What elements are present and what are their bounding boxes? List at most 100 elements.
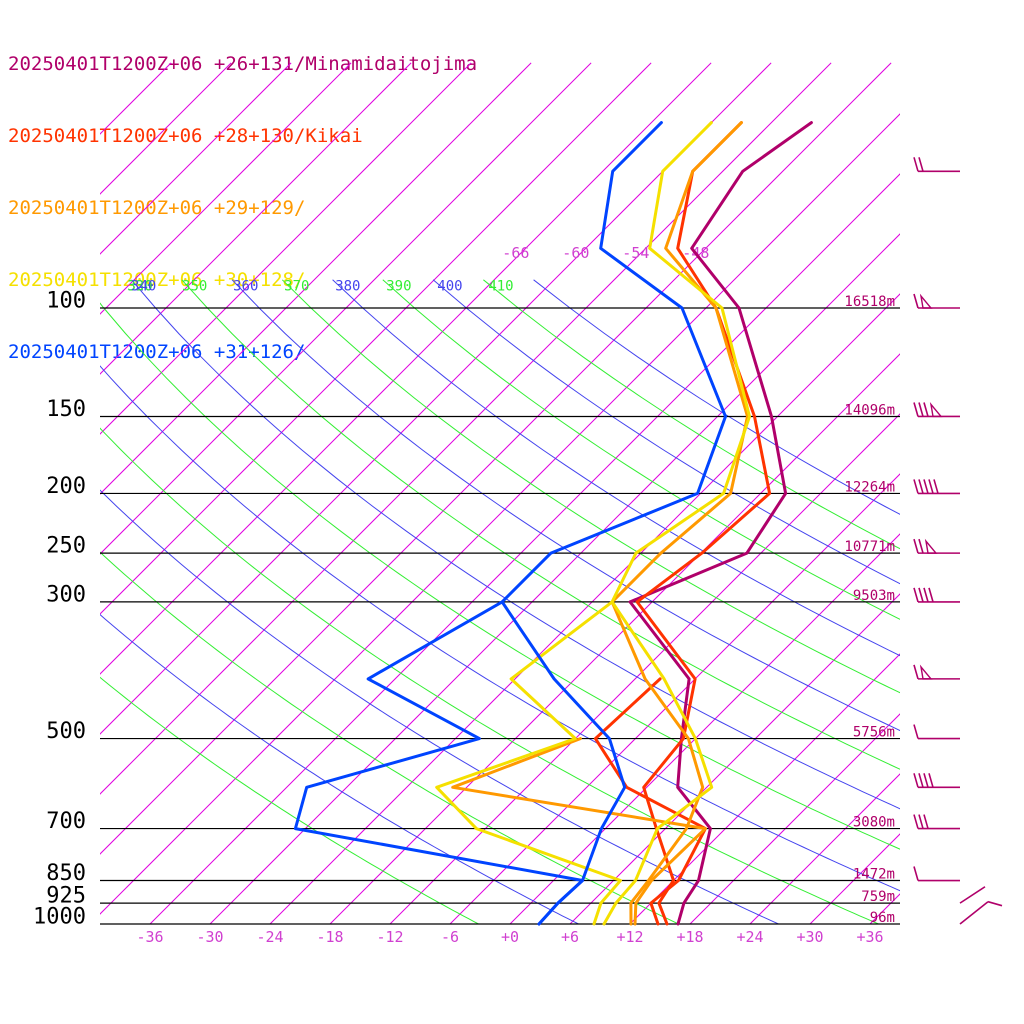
x-tick-label: -6 (441, 928, 459, 946)
legend-time: 20250401T1200Z+06 (8, 341, 203, 363)
wind-barb-feather (928, 773, 934, 788)
isotherm-line (100, 62, 472, 435)
wind-barb (913, 402, 960, 418)
isotherm-line (629, 653, 900, 924)
isotherm-line (100, 62, 352, 315)
isotherm-line (749, 773, 900, 924)
sounding-series (293, 121, 813, 926)
theta-label: 360 (233, 278, 258, 294)
x-tick-label: -12 (376, 928, 403, 946)
wind-barb-feather (918, 814, 924, 829)
height-label: 3080m (853, 815, 895, 831)
pressure-label: 200 (46, 474, 86, 499)
wind-barb-feather (913, 293, 919, 309)
legend-location: +28+130/Kikai (213, 125, 363, 147)
wind-barb-feather (923, 402, 929, 417)
wind-barb-pennant (929, 402, 943, 418)
isotherm-line (990, 63, 1024, 924)
moist-adiabat-line (483, 279, 900, 550)
series-2-dewpoint-line (451, 737, 707, 926)
dry-adiabat-line (432, 279, 900, 585)
legend-location: +29+129/ (213, 197, 306, 219)
x-tick-label: +18 (676, 928, 703, 946)
isotherm-label: -54 (622, 244, 649, 262)
x-tick-label: -24 (256, 928, 283, 946)
wind-barb-feather (913, 724, 919, 739)
wind-barb-feather (913, 402, 919, 417)
moist-adiabat-line (100, 302, 900, 850)
wind-barb (959, 900, 1003, 925)
legend-time: 20250401T1200Z+06 (8, 197, 203, 219)
wind-barb-feather (923, 479, 929, 494)
wind-barb (913, 814, 960, 830)
wind-barb-feather (913, 157, 919, 172)
legend-entry-0: 20250401T1200Z+06 +26+131/Minamidaitojim… (8, 52, 477, 76)
height-label: 14096m (844, 402, 895, 418)
theta-label: 410 (488, 278, 513, 294)
wind-barb (913, 538, 960, 554)
pressure-label: 250 (46, 534, 86, 559)
x-tick-label: -36 (136, 928, 163, 946)
wind-barb-feather (923, 773, 929, 788)
wind-barb-feather (913, 538, 919, 554)
wind-barb-feather (913, 814, 919, 829)
height-label: 16518m (844, 294, 895, 310)
legend-entry-1: 20250401T1200Z+06 +28+130/Kikai (8, 124, 477, 148)
x-tick-label: +30 (796, 928, 823, 946)
x-tick-label: +0 (501, 928, 519, 946)
series-0-dewpoint-line (628, 121, 813, 604)
wind-barb-feather (928, 479, 934, 494)
wind-barb-pennant (919, 664, 933, 680)
theta-label: 350 (182, 278, 207, 294)
wind-barb (913, 664, 960, 680)
wind-barb-feather (933, 479, 939, 494)
wind-barbs (913, 157, 1003, 925)
pressure-label: 100 (46, 289, 86, 314)
wind-barb-feather (923, 587, 929, 603)
theta-label: 380 (335, 278, 360, 294)
legend-time: 20250401T1200Z+06 (8, 125, 203, 147)
isotherm-line (689, 713, 900, 924)
wind-barb-feather (913, 664, 919, 680)
legend-location: +26+131/Minamidaitojima (213, 53, 478, 75)
dry-adiabat-line (332, 279, 900, 657)
wind-barb-feather (987, 900, 1003, 907)
wind-barb-feather (918, 587, 924, 603)
wind-barb-feather (918, 402, 924, 417)
pressure-label: 1000 (33, 905, 86, 930)
height-label: 5756m (853, 725, 895, 741)
dry-adiabat-line (131, 279, 900, 810)
legend-location: +30+128/ (213, 269, 306, 291)
x-tick-label: +24 (736, 928, 763, 946)
x-tick-label: +6 (561, 928, 579, 946)
height-label: 96m (870, 910, 895, 926)
wind-barb (913, 587, 960, 603)
theta-label: 320 (127, 278, 152, 294)
wind-barb-pennant (924, 538, 938, 554)
x-tick-label: +36 (856, 928, 883, 946)
theta-label: 340 (131, 278, 156, 294)
isotherm-line (569, 593, 900, 924)
wind-barb-feather (918, 538, 924, 554)
wind-barb (913, 773, 960, 789)
wind-barb (959, 886, 986, 904)
x-tick-label: -30 (196, 928, 223, 946)
series-0-temperature-line (628, 600, 712, 926)
wind-barb-staff (959, 901, 989, 925)
series-3-dewpoint-line (435, 600, 622, 926)
pressure-label: 500 (46, 719, 86, 744)
wind-barb (913, 724, 960, 740)
wind-barb-pennant (919, 293, 933, 309)
height-label: 759m (861, 889, 895, 905)
wind-barb-feather (913, 479, 919, 494)
isotherm-line (509, 533, 900, 924)
wind-barb (913, 293, 960, 309)
wind-barb (913, 157, 960, 173)
wind-barb-feather (918, 479, 924, 494)
height-label: 10771m (844, 539, 895, 555)
moist-adiabat-line (281, 279, 900, 694)
wind-barb-feather (918, 157, 924, 172)
isotherm-line (100, 62, 292, 255)
wind-barb-feather (918, 773, 924, 788)
